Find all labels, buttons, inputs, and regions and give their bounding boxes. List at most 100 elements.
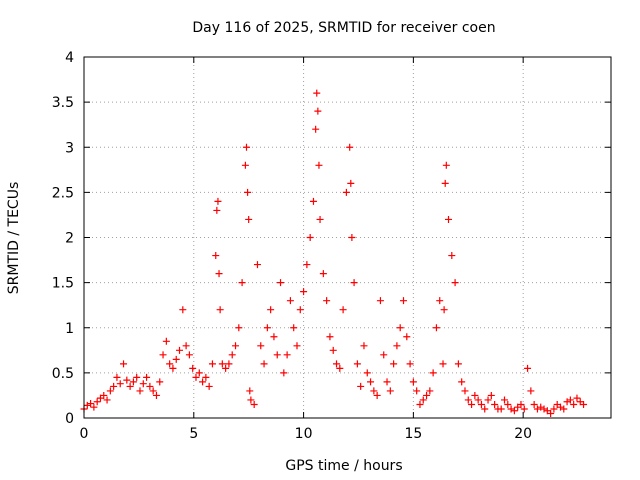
data-point [501, 396, 509, 404]
data-point [293, 342, 301, 350]
data-point [336, 364, 344, 372]
data-point [176, 346, 184, 354]
data-point [393, 342, 401, 350]
data-point [350, 279, 358, 287]
data-point [570, 400, 578, 408]
x-tick-label: 0 [80, 426, 89, 442]
data-point [242, 143, 250, 151]
data-point [342, 188, 350, 196]
data-point [468, 400, 476, 408]
data-point [367, 378, 375, 386]
data-point [106, 387, 114, 395]
data-point [517, 400, 525, 408]
data-point [477, 400, 485, 408]
data-point [260, 360, 268, 368]
data-point [136, 387, 144, 395]
data-point [146, 382, 154, 390]
data-point [215, 270, 223, 278]
data-point [423, 391, 431, 399]
data-point [286, 297, 294, 305]
data-point [133, 373, 141, 381]
data-point [323, 297, 331, 305]
data-point [432, 324, 440, 332]
data-point [439, 360, 447, 368]
data-point [179, 306, 187, 314]
data-point [120, 360, 128, 368]
y-tick-label: 0.5 [52, 366, 74, 382]
data-point [360, 342, 368, 350]
data-point [185, 351, 193, 359]
data-point [290, 324, 298, 332]
data-point [429, 369, 437, 377]
data-point [406, 360, 414, 368]
data-point [487, 391, 495, 399]
data-point [253, 261, 261, 269]
data-point [218, 360, 226, 368]
data-point [484, 396, 492, 404]
axis-ticks: 0 5 10 15 20 0 0.5 1 1.5 2 2.5 3 3.5 4 [52, 50, 611, 442]
data-point [189, 364, 197, 372]
data-point [195, 369, 203, 377]
data-point [232, 342, 240, 350]
data-point [247, 396, 255, 404]
data-point [129, 378, 137, 386]
data-point [461, 387, 469, 395]
data-point [416, 400, 424, 408]
data-point [550, 405, 558, 413]
data-point [166, 360, 174, 368]
y-axis-label: SRMTID / TECUs [6, 182, 22, 295]
data-point [172, 355, 180, 363]
data-point [228, 351, 236, 359]
data-point [162, 337, 170, 345]
data-point [474, 396, 482, 404]
y-tick-label: 3.5 [52, 95, 74, 111]
data-point [257, 342, 265, 350]
data-point [442, 161, 450, 169]
data-point [347, 179, 355, 187]
data-point [116, 380, 124, 388]
data-point [346, 143, 354, 151]
data-point [454, 360, 462, 368]
data-point [159, 351, 167, 359]
x-tick-label: 20 [514, 426, 532, 442]
data-point [235, 324, 243, 332]
data-point [303, 261, 311, 269]
data-point [396, 324, 404, 332]
data-point [192, 373, 200, 381]
data-point [263, 324, 271, 332]
data-point [238, 279, 246, 287]
x-tick-label: 10 [295, 426, 313, 442]
data-point [315, 161, 323, 169]
data-point [441, 179, 449, 187]
data-point [296, 306, 304, 314]
data-point [440, 306, 448, 314]
data-point [445, 215, 453, 223]
data-point [520, 405, 528, 413]
data-point [216, 306, 224, 314]
data-point [241, 161, 249, 169]
data-point [306, 234, 314, 241]
data-point [199, 378, 207, 386]
data-point [448, 252, 456, 260]
data-point [547, 409, 555, 417]
grid [84, 57, 611, 418]
x-axis-label: GPS time / hours [285, 458, 402, 474]
data-point [273, 351, 281, 359]
data-point [386, 387, 394, 395]
data-point [363, 369, 371, 377]
data-point [103, 396, 111, 404]
data-point [510, 407, 518, 415]
data-point [246, 387, 254, 395]
data-point [373, 391, 381, 399]
data-point [451, 279, 459, 287]
y-tick-label: 3 [65, 140, 74, 156]
data-point [471, 391, 479, 399]
data-point [491, 400, 499, 408]
y-tick-label: 1.5 [52, 276, 74, 292]
data-point [481, 405, 489, 413]
data-point [497, 405, 505, 413]
data-point [313, 89, 321, 97]
data-point [213, 206, 221, 214]
x-tick-label: 5 [189, 426, 198, 442]
